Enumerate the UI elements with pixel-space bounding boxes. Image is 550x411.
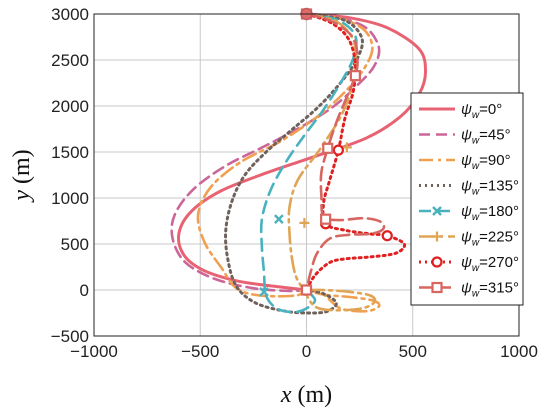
y-axis-var: y — [9, 190, 35, 203]
legend-label-6: ψw=270° — [461, 254, 519, 274]
series-layer — [170, 12, 427, 315]
legend-label-2: ψw=90° — [461, 152, 511, 172]
series-marker-5 — [299, 217, 310, 228]
y-tick-label: 1500 — [51, 143, 89, 162]
series-marker-4 — [274, 214, 284, 225]
y-axis-unit: (m) — [9, 149, 35, 184]
legend-label-1: ψw=45° — [461, 127, 511, 147]
series-marker-7 — [300, 284, 313, 296]
series-marker-7 — [320, 213, 332, 225]
tick-labels: −1000 −500 0 500 1000−5000500100015002000250… — [51, 5, 538, 361]
series-line-6 — [305, 12, 407, 292]
y-tick-label: 0 — [80, 281, 89, 300]
series-marker-6 — [332, 144, 344, 156]
legend-label-0: ψw=0° — [461, 101, 502, 121]
series-line-0 — [177, 12, 427, 292]
series-marker-4 — [259, 286, 269, 297]
series-marker-7 — [322, 142, 334, 154]
legend-marker-4 — [432, 206, 442, 216]
y-tick-label: 1000 — [51, 189, 89, 208]
series-line-4 — [259, 12, 358, 314]
x-tick-label: 1000 — [500, 342, 538, 361]
legend-label-7: ψw=315° — [461, 280, 519, 300]
x-tick-label: 500 — [399, 342, 427, 361]
series-line-1 — [170, 12, 381, 293]
legend-label-3: ψw=135° — [461, 178, 519, 198]
legend-label-5: ψw=225° — [461, 229, 519, 249]
x-tick-label: −500 — [181, 342, 219, 361]
series-marker-6 — [381, 230, 393, 242]
legend: ψw=0° ψw=45° ψw=90° ψw=135° ψw=180° ψw=225° ψw… — [410, 92, 524, 306]
legend-marker-7 — [431, 281, 443, 294]
legend-marker-5 — [432, 231, 442, 242]
x-tick-label: −1000 — [70, 342, 118, 361]
x-tick-label: 0 — [302, 342, 311, 361]
y-tick-label: 3000 — [51, 5, 89, 24]
x-axis-var: x — [280, 382, 292, 408]
y-tick-label: −500 — [51, 327, 89, 346]
series-marker-7 — [349, 70, 361, 82]
y-axis-label: y (m) — [9, 149, 35, 202]
x-axis-unit: (m) — [298, 382, 333, 408]
legend-label-4: ψw=180° — [461, 203, 519, 223]
y-tick-label: 2000 — [51, 97, 89, 116]
legend-marker-6 — [431, 256, 443, 268]
series-marker-5 — [341, 142, 352, 153]
legend-box — [410, 92, 524, 306]
x-axis-label: x (m) — [280, 382, 332, 408]
y-tick-label: 2500 — [51, 51, 89, 70]
series-line-2 — [196, 12, 381, 313]
y-tick-label: 500 — [61, 235, 89, 254]
